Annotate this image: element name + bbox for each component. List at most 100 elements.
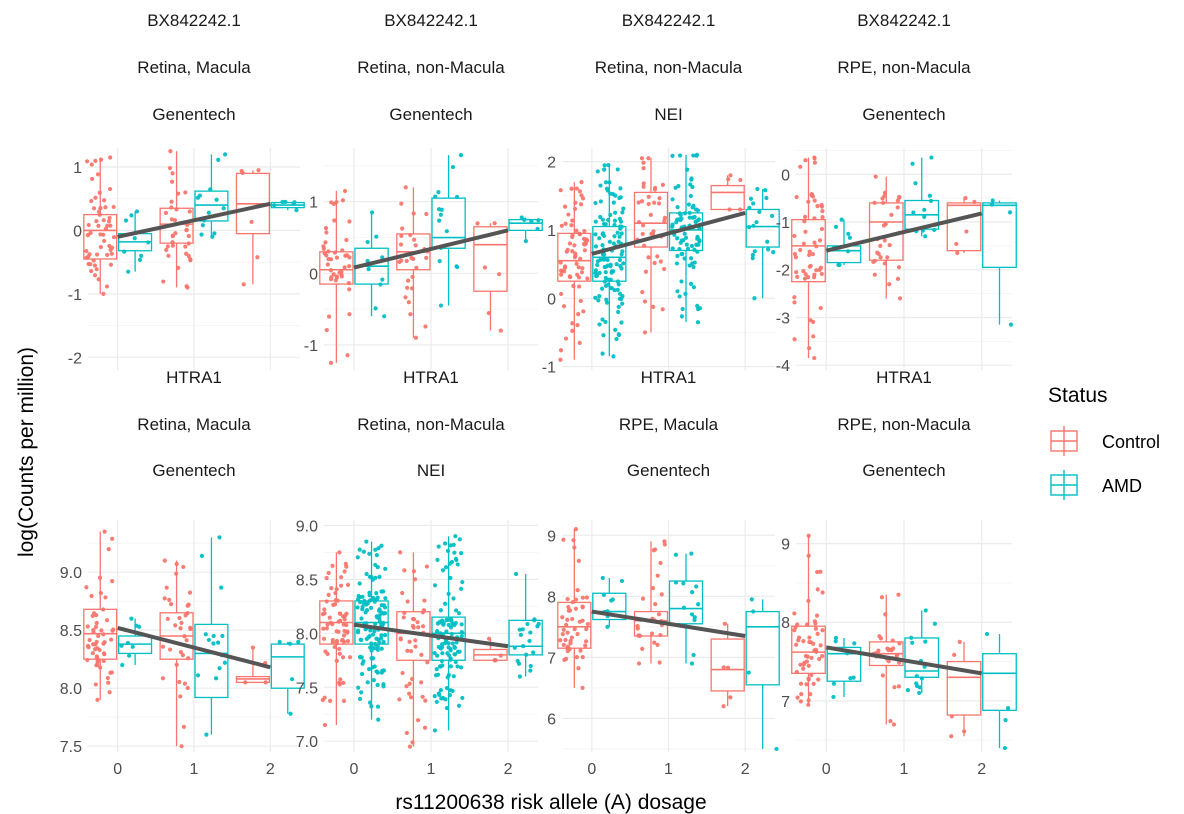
data-point [820, 214, 825, 220]
data-point [105, 223, 110, 228]
data-points [989, 198, 1014, 327]
data-point [456, 611, 462, 616]
box-iqr [710, 184, 745, 211]
data-point [186, 241, 191, 246]
data-point [771, 250, 776, 255]
data-point [814, 649, 819, 654]
data-point [882, 261, 888, 266]
panel-5-box-amd-dosage-2 [270, 639, 305, 716]
data-point [949, 734, 954, 739]
data-point [356, 685, 361, 690]
data-point [570, 249, 575, 254]
data-point [607, 180, 612, 185]
data-point [600, 286, 605, 291]
panel-4-trend-line [825, 211, 983, 253]
data-point [492, 221, 497, 226]
data-point [576, 265, 581, 270]
panel-4-strip-label-3: Genentech [862, 105, 945, 124]
data-point [660, 307, 665, 312]
data-point [451, 674, 456, 679]
panel-4-box-control-dosage-2 [946, 196, 982, 256]
data-point [520, 627, 525, 632]
data-point [652, 187, 658, 192]
data-point [872, 200, 877, 205]
data-point [593, 295, 598, 300]
data-point [415, 620, 420, 625]
panel-6-y-tick-label: 9.0 [296, 518, 318, 535]
data-point [687, 263, 692, 268]
data-point [334, 658, 339, 663]
data-points [84, 155, 117, 296]
data-point [640, 290, 645, 295]
data-point [805, 622, 810, 627]
data-point [436, 544, 441, 549]
panel-4-box-control-dosage-0 [791, 155, 826, 361]
data-point [98, 206, 103, 211]
data-point [179, 744, 184, 749]
box-iqr [791, 625, 826, 675]
data-point [294, 208, 299, 213]
data-point [611, 354, 616, 359]
data-point [603, 319, 608, 325]
data-points [321, 188, 352, 365]
data-point [811, 641, 816, 646]
data-point [689, 661, 695, 666]
data-point [102, 529, 107, 534]
data-point [169, 179, 175, 184]
data-points [161, 149, 193, 290]
data-point [106, 680, 111, 685]
data-point [97, 190, 102, 195]
data-point [448, 575, 453, 581]
panel-8-box-amd-dosage-2 [982, 631, 1017, 751]
data-points [593, 162, 626, 359]
data-point [1003, 718, 1008, 723]
data-point [808, 318, 813, 323]
data-point [749, 597, 754, 602]
panel-3-box-amd-dosage-0 [592, 162, 627, 359]
data-point [333, 590, 338, 596]
data-point [641, 166, 646, 171]
data-point [608, 264, 613, 269]
box-iqr [982, 202, 1017, 269]
data-point [808, 263, 813, 269]
data-point [609, 285, 614, 291]
data-point [344, 253, 350, 258]
panel-1-y-tick-label: 0 [73, 223, 82, 240]
panel-4-y-tick-label: 0 [781, 167, 790, 184]
data-point [454, 264, 459, 269]
data-point [369, 644, 374, 649]
data-points [277, 639, 301, 716]
data-point [454, 194, 460, 200]
data-point [442, 541, 448, 546]
data-point [328, 360, 334, 365]
data-point [608, 277, 613, 282]
data-point [561, 537, 566, 542]
data-point [615, 230, 620, 235]
panel-6-strip-label-1: HTRA1 [403, 368, 459, 387]
data-point [185, 685, 190, 691]
data-point [456, 703, 462, 708]
data-point [137, 257, 143, 263]
data-point [601, 333, 606, 338]
data-point [365, 680, 370, 685]
data-point [164, 585, 169, 590]
data-points [954, 196, 977, 256]
data-point [359, 690, 364, 695]
data-point [815, 569, 820, 575]
data-point [187, 209, 192, 214]
data-point [379, 646, 384, 651]
panel-5-box-amd-dosage-1 [194, 535, 229, 737]
data-point [662, 542, 667, 547]
panel-6-strip-label-2: Retina, non-Macula [357, 415, 505, 434]
data-point [328, 276, 334, 282]
data-point [585, 276, 590, 281]
data-point [894, 653, 900, 658]
data-point [404, 730, 409, 736]
data-point [614, 262, 619, 267]
data-point [425, 660, 430, 665]
data-point [792, 300, 797, 305]
data-point [120, 662, 125, 668]
data-point [486, 311, 491, 316]
data-point [91, 206, 97, 211]
data-point [374, 614, 379, 619]
